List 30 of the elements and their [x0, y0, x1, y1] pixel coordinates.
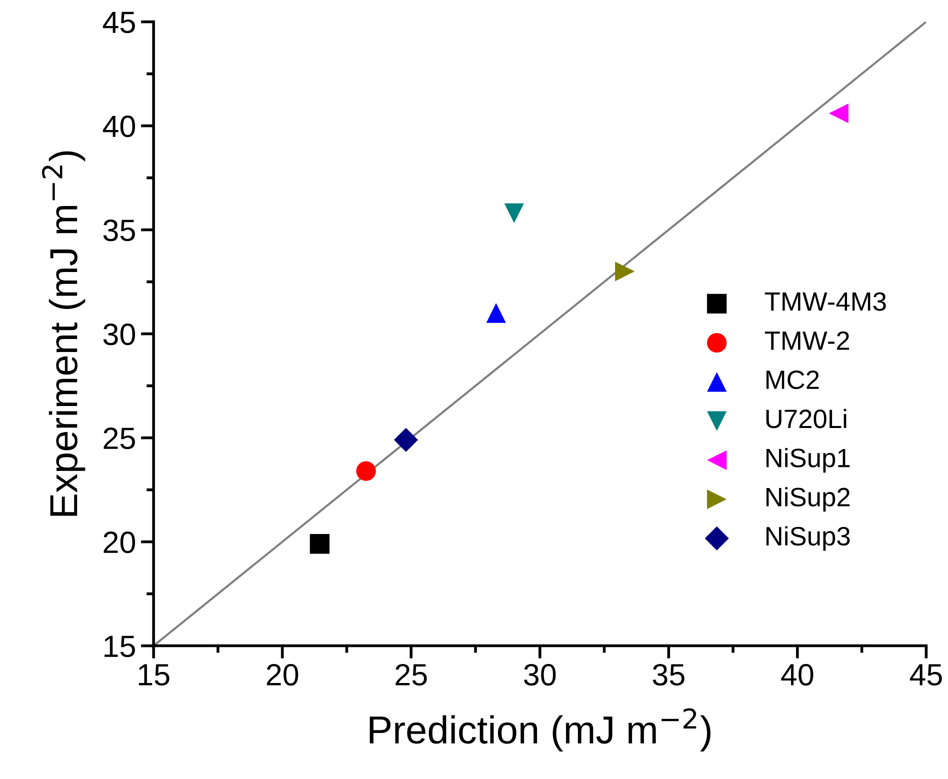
x-tick-label: 30 — [524, 664, 556, 686]
y-tick-label: 45 — [102, 12, 135, 34]
y-tick-label: 20 — [104, 532, 136, 554]
y-tick-label: 15 — [104, 636, 135, 658]
point — [394, 428, 418, 452]
legend-label: NiSup1 — [766, 448, 850, 473]
legend-label: MC2 — [766, 370, 819, 390]
x-tick-label: 25 — [396, 664, 427, 686]
legend-label: NiSup3 — [766, 526, 850, 551]
x-tick-label: 40 — [781, 664, 814, 686]
y-tick-label: 35 — [103, 220, 135, 242]
x-tick-label: 20 — [266, 664, 298, 686]
y-axis-title: Experiment (mJ m$^{−2}$) — [42, 151, 86, 516]
point — [486, 303, 506, 323]
point — [828, 104, 848, 124]
point — [615, 262, 635, 282]
x-tick-label: 45 — [910, 664, 942, 686]
point — [310, 534, 330, 554]
x-tick-label: 35 — [652, 664, 684, 686]
y-tick-label: 30 — [103, 324, 136, 346]
y-tick-label: 40 — [102, 116, 136, 138]
legend-label: TMW-4M3 — [764, 292, 886, 311]
point — [504, 203, 524, 223]
legend-label: NiSup2 — [766, 487, 850, 512]
x-axis-title: Prediction (mJ m$^{−2}$) — [370, 708, 710, 752]
legend-label: TMW-2 — [764, 331, 850, 350]
y-tick-label: 25 — [104, 428, 135, 450]
legend-label: U720Li — [766, 408, 846, 428]
point — [356, 461, 376, 481]
x-tick-label: 15 — [138, 664, 170, 686]
